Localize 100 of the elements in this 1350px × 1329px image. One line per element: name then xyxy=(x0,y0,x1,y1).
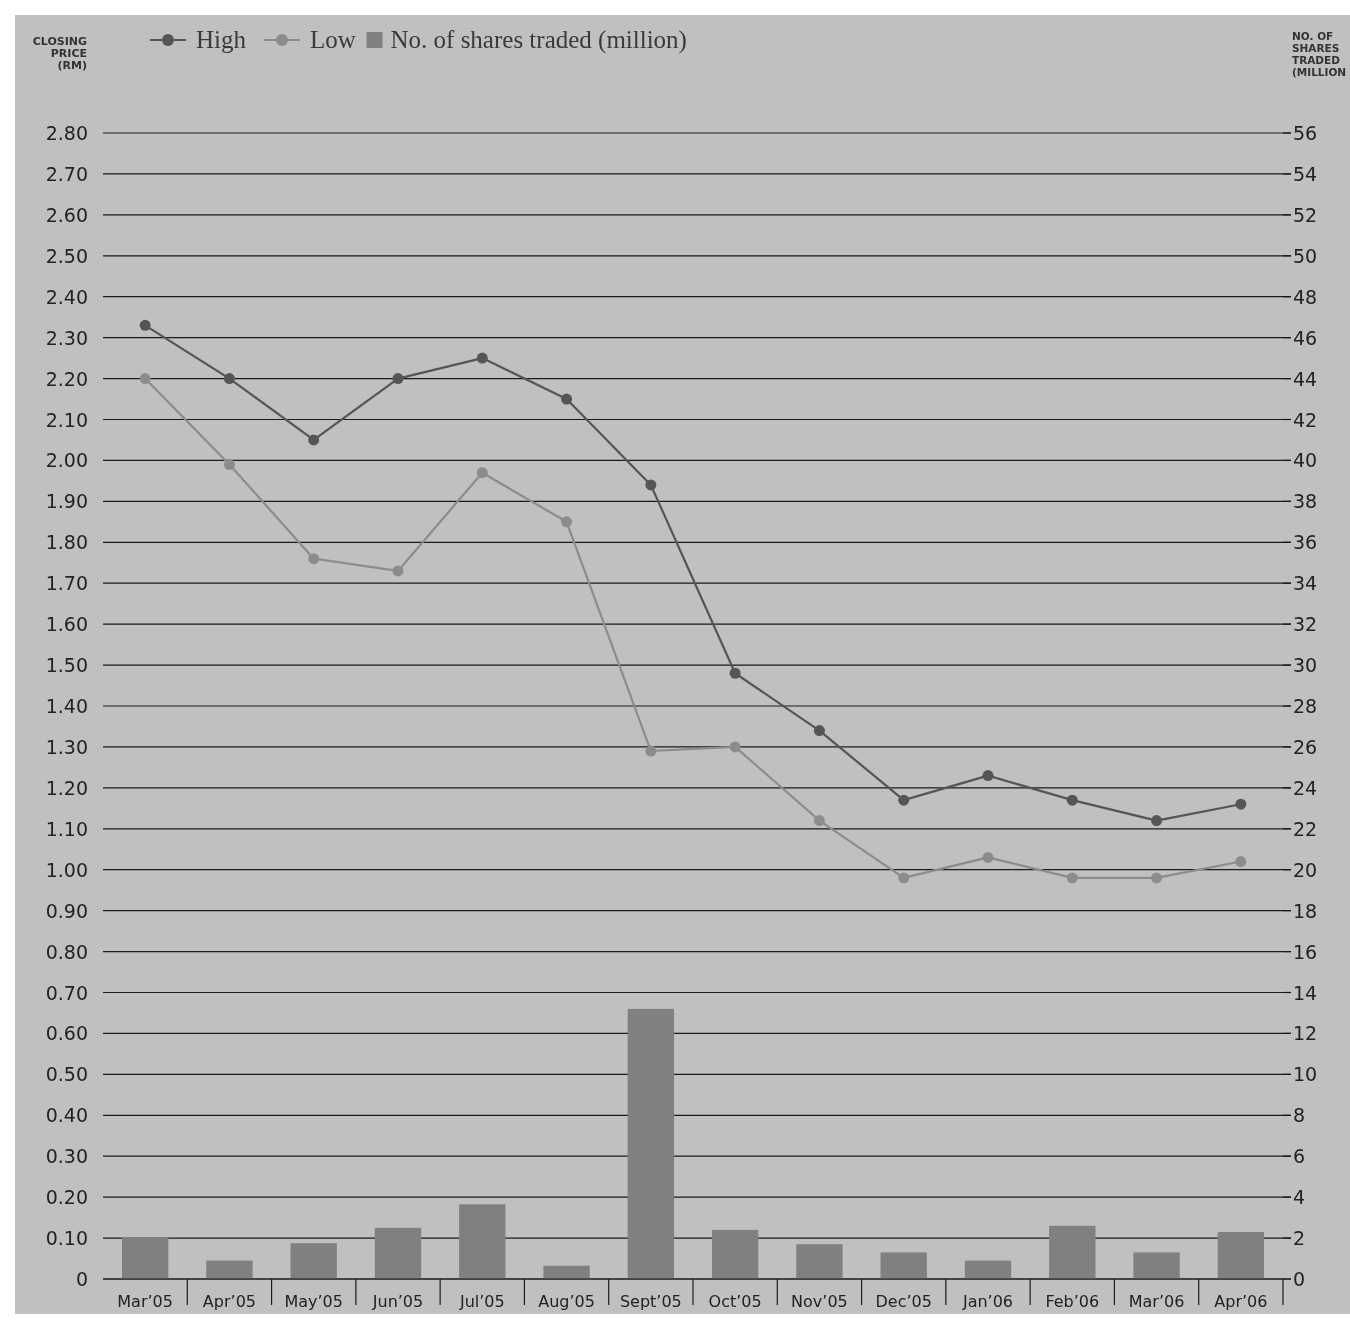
y-tick-label: 2.80 xyxy=(45,122,88,144)
x-tick-label: Mar’05 xyxy=(117,1292,173,1311)
y2-tick-label: 0 xyxy=(1293,1268,1306,1290)
y2-tick-label: 24 xyxy=(1293,776,1318,799)
y-tick-label: 2.40 xyxy=(45,285,88,308)
point xyxy=(476,352,488,364)
bar xyxy=(1133,1252,1180,1279)
x-tick-label: Apr’06 xyxy=(1214,1292,1268,1311)
legend-label: Low xyxy=(310,26,356,53)
point xyxy=(223,373,235,385)
y-tick-label: 0.80 xyxy=(45,940,88,963)
bar xyxy=(1217,1231,1265,1279)
y2-tick-label: 30 xyxy=(1293,654,1318,677)
y-tick-label: 0.50 xyxy=(45,1063,88,1086)
y-tick-label: 0.20 xyxy=(45,1186,88,1209)
y2-tick-label: 4 xyxy=(1293,1186,1306,1209)
y2-tick-label: 34 xyxy=(1293,572,1318,595)
point xyxy=(139,319,151,331)
bar xyxy=(796,1244,843,1279)
y-tick-label: 2.60 xyxy=(45,203,88,226)
y2-tick-label: 50 xyxy=(1293,244,1318,267)
point xyxy=(308,434,320,446)
point xyxy=(561,393,573,405)
x-tick-label: Jun’05 xyxy=(371,1292,424,1311)
legend-label: High xyxy=(196,26,247,53)
y2-tick-label: 28 xyxy=(1293,695,1318,717)
bar xyxy=(374,1227,422,1279)
y-tick-label: 1.50 xyxy=(45,654,88,677)
x-tick-label: Mar’06 xyxy=(1128,1292,1185,1311)
point xyxy=(1235,798,1247,810)
y2-tick-label: 56 xyxy=(1293,122,1318,144)
y-tick-label: 0.60 xyxy=(45,1022,88,1045)
y-tick-label: 0.70 xyxy=(45,981,88,1004)
bar xyxy=(543,1265,590,1279)
y2-tick-label: 20 xyxy=(1293,858,1318,881)
point xyxy=(1151,872,1163,884)
point xyxy=(813,725,825,737)
bar xyxy=(880,1252,927,1279)
x-tick-label: Feb’06 xyxy=(1045,1292,1100,1311)
y2-tick-label: 26 xyxy=(1293,735,1318,758)
point xyxy=(308,553,320,565)
point xyxy=(982,851,994,863)
y-tick-label: 2.70 xyxy=(45,162,88,185)
bar xyxy=(964,1260,1012,1279)
point xyxy=(898,794,910,806)
y2-tick-label: 8 xyxy=(1293,1104,1306,1127)
point xyxy=(1066,872,1078,884)
y2-axis-title: NO. OF SHARES TRADED (MILLION xyxy=(1292,30,1347,78)
y2-tick-label: 10 xyxy=(1293,1063,1318,1086)
y-tick-label: 1.80 xyxy=(45,531,88,554)
y-tick-label: 2.00 xyxy=(45,449,88,472)
point xyxy=(645,745,657,757)
bar xyxy=(711,1229,759,1279)
bar xyxy=(627,1008,675,1279)
point xyxy=(561,516,573,528)
y-tick-label: 0.90 xyxy=(45,899,88,922)
y2-tick-label: 52 xyxy=(1293,203,1318,226)
y-tick-label: 0.30 xyxy=(45,1145,88,1168)
y2-tick-label: 12 xyxy=(1293,1022,1318,1045)
y-axis-title: CLOSING PRICE (RM) xyxy=(32,35,87,72)
y2-tick-label: 54 xyxy=(1293,162,1318,185)
y2-tick-label: 32 xyxy=(1293,613,1318,636)
point xyxy=(476,467,488,479)
x-tick-label: Apr’05 xyxy=(202,1292,256,1311)
point xyxy=(729,667,741,679)
y2-tick-label: 22 xyxy=(1293,817,1318,840)
x-tick-label: Nov’05 xyxy=(791,1292,848,1311)
y2-tick-label: 2 xyxy=(1293,1227,1306,1250)
y2-tick-label: 38 xyxy=(1293,490,1318,513)
y-tick-label: 1.70 xyxy=(45,572,88,595)
y-tick-label: 1.10 xyxy=(45,817,88,840)
y-tick-label: 1.60 xyxy=(45,613,88,636)
y2-tick-label: 14 xyxy=(1293,981,1318,1004)
legend-label: No. of shares traded (million) xyxy=(390,26,687,54)
bar xyxy=(459,1204,506,1279)
y2-tick-label: 48 xyxy=(1293,285,1318,308)
y2-tick-label: 46 xyxy=(1293,326,1318,349)
x-tick-label: Jul’05 xyxy=(458,1292,505,1311)
bar xyxy=(206,1260,253,1279)
x-tick-label: Oct’05 xyxy=(708,1292,762,1311)
point xyxy=(1066,794,1078,806)
x-tick-label: Jan’06 xyxy=(961,1292,1014,1311)
x-tick-label: Aug’05 xyxy=(538,1292,595,1311)
y-tick-label: 2.10 xyxy=(45,408,88,431)
y-tick-label: 1.30 xyxy=(45,735,88,758)
y-tick-label: 1.00 xyxy=(45,858,88,881)
y2-tick-label: 44 xyxy=(1293,367,1318,390)
point xyxy=(392,565,404,577)
y-tick-label: 0.10 xyxy=(45,1227,88,1250)
x-tick-label: Dec’05 xyxy=(875,1292,932,1311)
y-tick-label: 2.20 xyxy=(45,367,88,390)
point xyxy=(645,479,657,491)
point xyxy=(139,373,151,385)
bar xyxy=(1049,1225,1096,1279)
point xyxy=(1151,815,1163,827)
point xyxy=(729,741,741,753)
y-tick-label: 1.90 xyxy=(45,490,88,513)
x-tick-label: May’05 xyxy=(284,1292,343,1311)
y2-tick-label: 42 xyxy=(1293,408,1318,431)
point xyxy=(898,872,910,884)
